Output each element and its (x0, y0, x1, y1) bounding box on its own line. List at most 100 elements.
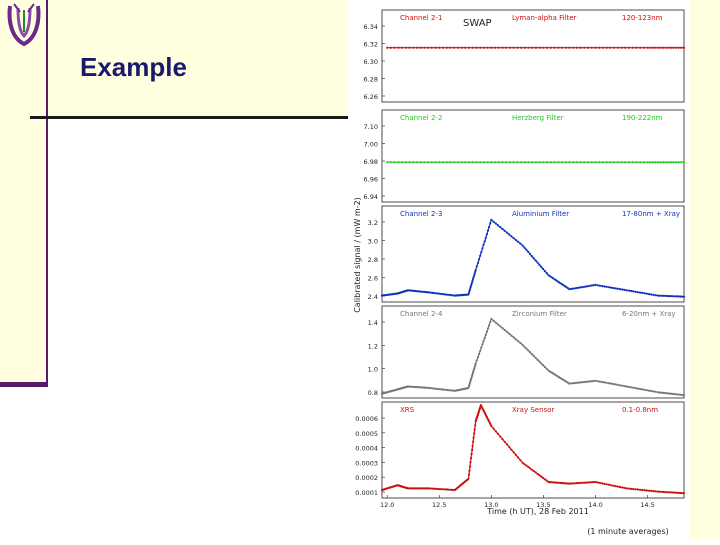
data-point (545, 272, 548, 275)
data-point (635, 46, 638, 49)
data-point (649, 46, 652, 49)
data-point (672, 161, 675, 164)
data-point (473, 272, 476, 275)
data-point (430, 161, 433, 164)
y-tick-label: 0.0001 (355, 489, 378, 497)
data-point (527, 161, 530, 164)
data-point (499, 325, 502, 328)
data-point (659, 46, 662, 49)
data-point (481, 343, 484, 346)
data-point (682, 46, 686, 49)
data-point (472, 277, 475, 280)
data-point (627, 487, 631, 490)
data-point (639, 291, 642, 294)
data-point (624, 46, 627, 49)
data-point (616, 161, 619, 164)
data-point (510, 448, 513, 451)
data-point (634, 488, 637, 491)
data-point (397, 46, 400, 49)
data-point (512, 237, 515, 240)
data-point (471, 374, 474, 377)
data-point (448, 488, 451, 491)
x-tick-label: 14.0 (588, 501, 602, 509)
data-point (654, 161, 657, 164)
data-point (508, 445, 511, 449)
data-point (609, 46, 612, 49)
data-point (583, 161, 586, 164)
data-point (431, 291, 434, 294)
panel-band-label: 120-123nm (622, 14, 663, 22)
data-point (475, 46, 478, 49)
data-point (616, 485, 619, 488)
panel-frame (381, 305, 685, 399)
data-point (607, 483, 610, 486)
data-point (586, 46, 590, 49)
data-point (404, 161, 407, 164)
data-point (482, 161, 485, 164)
data-point (492, 220, 495, 223)
data-point (662, 46, 665, 49)
data-point (467, 291, 471, 294)
data-point (444, 293, 447, 296)
data-point (583, 380, 586, 384)
data-point (530, 468, 533, 471)
data-point (473, 365, 476, 369)
data-point (618, 485, 622, 489)
data-point (598, 284, 601, 287)
data-point (468, 469, 471, 472)
panels: Channel 2-1 Lyman-alpha Filter 120-123nm 6.… (355, 9, 686, 509)
title-band (48, 0, 348, 118)
data-point (682, 295, 686, 298)
data-point (660, 490, 663, 493)
data-point (659, 161, 662, 164)
data-point (435, 387, 438, 390)
data-point (682, 161, 686, 164)
data-point (605, 381, 608, 384)
data-point (514, 338, 517, 341)
data-point (423, 46, 426, 49)
data-point (408, 46, 411, 49)
data-point (573, 482, 577, 485)
data-point (607, 382, 610, 385)
data-point (427, 161, 430, 164)
data-point (634, 387, 637, 390)
x-tick-label: 13.0 (484, 501, 498, 509)
data-point (478, 352, 481, 356)
data-point (525, 347, 528, 350)
data-point (568, 161, 571, 164)
y-tick-label: 0.8 (368, 389, 378, 397)
data-point (434, 46, 437, 49)
data-point (575, 46, 578, 49)
y-tick-label: 1.2 (368, 342, 378, 350)
data-point (675, 161, 678, 164)
data-point (528, 467, 532, 470)
data-point (471, 46, 474, 49)
data-point (431, 387, 434, 390)
data-point (469, 286, 472, 289)
data-point (669, 46, 673, 49)
slide-title: Example (80, 52, 187, 82)
data-point (469, 457, 473, 460)
data-point (568, 46, 571, 49)
data-point (624, 161, 627, 164)
data-point (620, 161, 623, 164)
data-point (572, 287, 575, 290)
data-point (667, 46, 670, 49)
data-point (598, 481, 601, 484)
data-point (609, 161, 612, 164)
data-point (639, 387, 642, 391)
data-point (546, 161, 549, 164)
y-axis-label: Calibrated signal / (mW m-2) (353, 197, 362, 313)
data-point (601, 46, 604, 49)
data-point (540, 475, 543, 478)
y-tick-label: 0.0003 (355, 459, 378, 467)
panel-channel-label: Channel 2-3 (400, 210, 442, 218)
data-point (610, 382, 613, 385)
data-point (441, 46, 445, 49)
data-point (660, 391, 663, 394)
data-point (427, 487, 430, 490)
data-point (643, 388, 646, 391)
institution-logo (4, 2, 44, 50)
data-point (538, 474, 541, 477)
data-point (592, 481, 595, 484)
